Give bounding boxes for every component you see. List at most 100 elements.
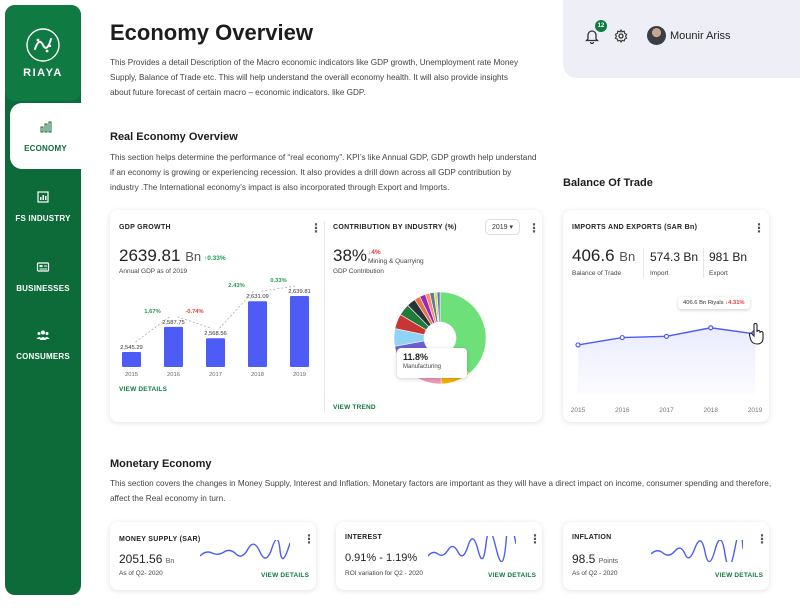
balance-caption: Balance of Trade <box>572 270 622 277</box>
riaya-logo <box>26 28 60 62</box>
gdp-x-tick-label: 2016 <box>167 372 180 378</box>
trade-point[interactable] <box>619 334 625 341</box>
hand-cursor-icon <box>749 323 764 345</box>
gdp-growth-connector <box>177 316 212 329</box>
gdp-view-details-link[interactable]: VIEW DETAILS <box>119 386 168 393</box>
bar-chart-icon <box>40 121 51 132</box>
gdp-change: ↑0.33% <box>204 255 226 262</box>
money-view-details-link[interactable]: VIEW DETAILS <box>261 572 310 579</box>
gdp-value-unit: Bn <box>185 249 202 264</box>
industry-sector: Mining & Quarrying <box>368 258 424 265</box>
brand[interactable]: RIAYA <box>5 5 81 101</box>
more-options-icon[interactable]: ⋮ <box>310 221 322 235</box>
import-value: 574.3 Bn <box>650 250 699 264</box>
gdp-value-number: 2639.81 <box>119 246 181 265</box>
gdp-bar[interactable] <box>206 338 225 367</box>
gdp-x-tick-label: 2019 <box>293 372 306 378</box>
interest-view-details-link[interactable]: VIEW DETAILS <box>488 572 537 579</box>
avatar[interactable] <box>647 26 666 45</box>
gdp-bar[interactable] <box>248 301 267 367</box>
trade-line-chart[interactable]: 2015 2016 2017 2018 2019 <box>563 294 769 416</box>
gdp-growth-label: -0.74% <box>185 309 203 315</box>
money-sparkline <box>200 540 290 560</box>
gdp-bar[interactable] <box>290 296 309 367</box>
gdp-bar-value-label: 2,545.29 <box>120 345 143 351</box>
sidebar-item-fs-industry[interactable]: FS INDUSTRY <box>5 175 81 237</box>
industry-value: 38% <box>333 246 368 265</box>
gdp-bar[interactable] <box>122 352 141 367</box>
gdp-bar-value-label: 2,587.75 <box>162 320 185 326</box>
balance-value: 406.6 Bn <box>572 246 635 266</box>
more-options-icon[interactable]: ⋮ <box>756 532 768 546</box>
real-economy-description: This section helps determine the perform… <box>110 153 537 192</box>
gdp-growth-connector <box>261 285 296 292</box>
user-name[interactable]: Mounir Ariss <box>670 30 731 42</box>
people-icon <box>36 330 50 340</box>
more-options-icon[interactable]: ⋮ <box>753 221 765 235</box>
inflation-value-number: 98.5 <box>572 552 596 566</box>
trade-tooltip: 406.6 Bn Riyals ↓4.31% <box>678 297 750 309</box>
gear-icon[interactable] <box>614 29 628 43</box>
sidebar-item-economy[interactable]: ECONOMY <box>10 103 81 169</box>
money-value: 2051.56 Bn <box>119 552 174 566</box>
trade-x-tick-label: 2018 <box>704 407 719 414</box>
trade-x-tick-label: 2019 <box>748 407 763 414</box>
inflation-caption: As of Q2 - 2020 <box>572 570 618 577</box>
gdp-card-title: GDP GROWTH <box>119 224 171 231</box>
gdp-value: 2639.81 Bn <box>119 246 201 266</box>
money-supply-card: MONEY SUPPLY (SAR) ⋮ 2051.56 Bn As of Q2… <box>110 522 316 590</box>
sidebar-item-label: FS INDUSTRY <box>15 213 71 223</box>
interest-value: 0.91% - 1.19% <box>345 552 418 564</box>
import-caption: Import <box>650 270 669 277</box>
tooltip-label: Manufacturing <box>403 364 442 370</box>
trade-point[interactable] <box>663 333 670 339</box>
inflation-card: INFLATION ⋮ 98.5 Points As of Q2 - 2020 … <box>563 522 769 590</box>
more-options-icon[interactable]: ⋮ <box>303 532 315 546</box>
money-value-unit: Bn <box>165 558 175 565</box>
balance-number: 406.6 <box>572 246 615 265</box>
sidebar-item-label: CONSUMERS <box>16 351 70 361</box>
trade-tooltip-change: ↓4.31% <box>725 300 745 306</box>
industry-view-trend-link[interactable]: VIEW TREND <box>333 404 376 411</box>
sidebar-item-businesses[interactable]: BUSINESSES <box>5 245 81 307</box>
sidebar-item-label: BUSINESSES <box>16 283 70 293</box>
monetary-description: This section covers the changes in Money… <box>110 479 772 503</box>
inflation-view-details-link[interactable]: VIEW DETAILS <box>715 572 764 579</box>
more-options-icon[interactable]: ⋮ <box>529 532 541 546</box>
trade-point[interactable] <box>575 342 581 348</box>
interest-card-title: INTEREST <box>345 534 383 541</box>
sidebar-item-consumers[interactable]: CONSUMERS <box>5 313 81 375</box>
industry-tooltip: 11.8% Manufacturing <box>397 348 467 378</box>
real-economy-title: Real Economy Overview <box>110 131 238 143</box>
gdp-bar-value-label: 2,568.56 <box>204 331 227 337</box>
industry-card-title: CONTRIBUTION BY INDUSTRY (%) <box>333 224 457 231</box>
inflation-value: 98.5 Points <box>572 552 618 566</box>
gdp-bar-value-label: 2,639.81 <box>288 289 311 295</box>
real-economy-card: GDP GROWTH ⋮ 2639.81 Bn ↑0.33% Annual GD… <box>110 210 542 422</box>
gdp-x-tick-label: 2018 <box>251 372 264 378</box>
trade-point[interactable] <box>708 325 714 331</box>
gdp-bar[interactable] <box>164 326 183 367</box>
industry-slice[interactable] <box>436 291 441 323</box>
trade-tooltip-text: 406.6 Bn Riyals <box>683 300 724 306</box>
tooltip-value: 11.8% <box>403 352 429 362</box>
trade-x-tick-label: 2017 <box>659 407 674 414</box>
trade-area <box>578 327 755 394</box>
page-description: This Provides a detail Description of th… <box>110 58 519 97</box>
industry-slice[interactable] <box>439 291 487 375</box>
inflation-card-title: INFLATION <box>572 534 612 541</box>
inflation-value-unit: Points <box>598 558 619 565</box>
export-caption: Export <box>709 270 728 277</box>
trade-card: IMPORTS AND EXPORTS (SAR Bn) ⋮ 406.6 Bn … <box>563 210 769 422</box>
more-options-icon[interactable]: ⋮ <box>528 221 540 235</box>
gdp-bar-value-label: 2,631.09 <box>246 294 269 300</box>
money-card-title: MONEY SUPPLY (SAR) <box>119 536 201 543</box>
bell-icon[interactable] <box>585 28 599 44</box>
year-select[interactable]: 2019 ▾ <box>485 219 521 235</box>
brand-name: RIAYA <box>23 67 63 79</box>
money-value-number: 2051.56 <box>119 552 163 566</box>
gdp-growth-connector <box>219 290 254 329</box>
industry-caption: GDP Contribution <box>333 268 384 275</box>
inflation-sparkline <box>651 540 743 562</box>
gdp-growth-label: 2.43% <box>228 283 244 289</box>
